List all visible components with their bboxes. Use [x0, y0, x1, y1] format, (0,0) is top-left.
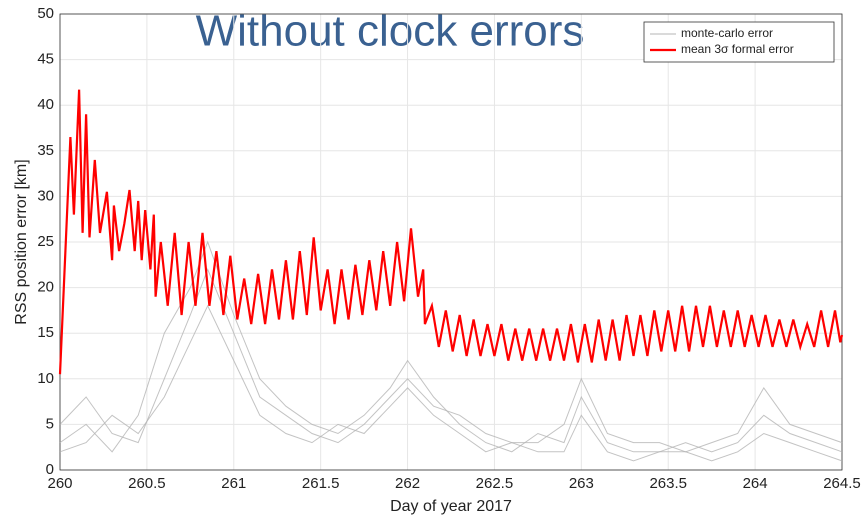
x-tick-label: 263	[569, 475, 594, 492]
legend-box	[643, 21, 835, 63]
y-tick-label: 45	[37, 51, 54, 68]
y-tick-label: 35	[37, 142, 54, 159]
x-tick-label: 262	[395, 475, 420, 492]
x-tick-label: 264	[743, 475, 768, 492]
y-axis-label: RSS position error [km]	[13, 159, 30, 324]
y-tick-label: 0	[46, 461, 54, 478]
y-tick-label: 50	[37, 5, 54, 22]
y-tick-label: 25	[37, 233, 54, 250]
y-tick-label: 20	[37, 279, 54, 296]
x-tick-label: 261	[221, 475, 246, 492]
data-line	[58, 89, 844, 375]
x-tick-label: 260	[47, 475, 72, 492]
plot-frame	[59, 13, 843, 471]
y-tick-label: 15	[37, 324, 54, 341]
y-tick-label: 10	[37, 370, 54, 387]
y-tick-label: 40	[37, 96, 54, 113]
x-tick-label: 264.5	[823, 475, 861, 492]
chart-title: Without clock errors	[196, 7, 585, 56]
x-tick-label: 260.5	[128, 475, 166, 492]
legend-label: mean 3σ formal error	[681, 42, 794, 56]
x-tick-label: 261.5	[302, 475, 340, 492]
data-line	[59, 268, 843, 453]
x-tick-label: 262.5	[476, 475, 514, 492]
y-tick-label: 30	[37, 187, 54, 204]
x-tick-label: 263.5	[649, 475, 687, 492]
x-axis-label: Day of year 2017	[390, 498, 512, 515]
data-line	[59, 304, 843, 462]
y-tick-label: 5	[46, 415, 54, 432]
legend-label: monte-carlo error	[681, 26, 773, 40]
